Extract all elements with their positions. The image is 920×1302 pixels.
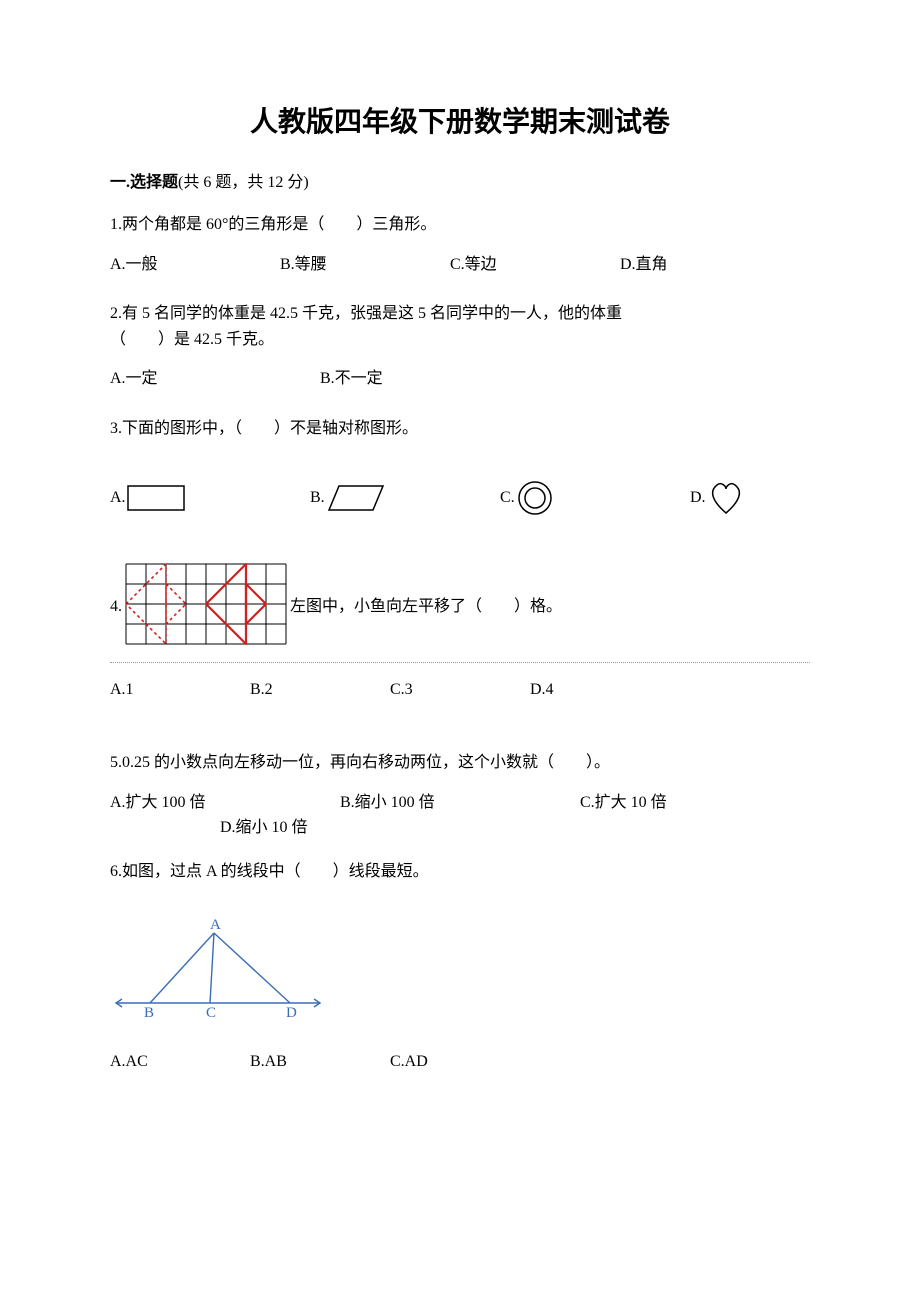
q6-option-b: B.AB (250, 1049, 390, 1075)
q6-text: 6.如图，过点 A 的线段中（ ）线段最短。 (110, 859, 810, 885)
q1-option-b: B.等腰 (280, 252, 450, 278)
q5-option-d: D.缩小 10 倍 (110, 815, 810, 841)
q3-b-label: B. (310, 485, 325, 511)
q6-label-a: A (210, 917, 221, 933)
concentric-circles-icon (515, 478, 555, 518)
parallelogram-icon (325, 483, 387, 513)
q6-label-c: C (206, 1005, 216, 1021)
question-3: 3.下面的图形中，（ ）不是轴对称图形。 A. B. C. (110, 416, 810, 518)
q1-options: A.一般 B.等腰 C.等边 D.直角 (110, 252, 810, 284)
q3-option-d: D. (690, 479, 746, 517)
q3-c-label: C. (500, 485, 515, 511)
q4-number: 4. (110, 594, 122, 648)
heart-icon (706, 479, 746, 517)
q1-option-d: D.直角 (620, 252, 790, 278)
page-title: 人教版四年级下册数学期末测试卷 (110, 100, 810, 140)
q5-option-a: A.扩大 100 倍 (110, 790, 340, 816)
q5-option-c: C.扩大 10 倍 (580, 790, 780, 816)
q3-a-label: A. (110, 485, 126, 511)
triangle-figure: A B C D (110, 917, 330, 1027)
q2-option-b: B.不一定 (320, 366, 490, 392)
q4-option-c: C.3 (390, 677, 530, 703)
q3-d-label: D. (690, 485, 706, 511)
q3-option-b: B. (310, 483, 500, 513)
section-label: 一.选择题 (110, 174, 178, 191)
q4-text: 左图中，小鱼向左平移了（ ）格。 (290, 594, 562, 648)
q5-text: 5.0.25 的小数点向左移动一位，再向右移动两位，这个小数就（ ）。 (110, 750, 810, 776)
q3-options: A. B. C. D. (110, 478, 810, 518)
q1-option-a: A.一般 (110, 252, 280, 278)
q4-option-b: B.2 (250, 677, 390, 703)
q3-option-a: A. (110, 484, 310, 512)
q2-line1: 2.有 5 名同学的体重是 42.5 千克，张强是这 5 名同学中的一人，他的体… (110, 301, 810, 327)
fish-grid-figure (122, 560, 290, 648)
q1-option-c: C.等边 (450, 252, 620, 278)
q5-options: A.扩大 100 倍 B.缩小 100 倍 C.扩大 10 倍 D.缩小 10 … (110, 790, 810, 841)
rectangle-icon (126, 484, 186, 512)
q5-option-b: B.缩小 100 倍 (340, 790, 580, 816)
question-2: 2.有 5 名同学的体重是 42.5 千克，张强是这 5 名同学中的一人，他的体… (110, 301, 810, 398)
q3-option-c: C. (500, 478, 690, 518)
q6-label-b: B (144, 1005, 154, 1021)
q6-label-d: D (286, 1005, 297, 1021)
q4-options: A.1 B.2 C.3 D.4 (110, 677, 810, 709)
question-6: 6.如图，过点 A 的线段中（ ）线段最短。 A B C D A.AC (110, 859, 810, 1080)
question-4: 4. (110, 560, 810, 709)
q1-text: 1.两个角都是 60°的三角形是（ ）三角形。 (110, 212, 810, 238)
q4-option-d: D.4 (530, 677, 670, 703)
q6-option-a: A.AC (110, 1049, 250, 1075)
question-5: 5.0.25 的小数点向左移动一位，再向右移动两位，这个小数就（ ）。 A.扩大… (110, 750, 810, 841)
q2-option-a: A.一定 (110, 366, 320, 392)
q2-options: A.一定 B.不一定 (110, 366, 810, 398)
q2-line2: （ ）是 42.5 千克。 (110, 327, 810, 353)
section-meta: (共 6 题，共 12 分) (178, 174, 309, 191)
q4-option-a: A.1 (110, 677, 250, 703)
q6-options: A.AC B.AB C.AD (110, 1049, 810, 1081)
section-header: 一.选择题(共 6 题，共 12 分) (110, 168, 810, 192)
q6-option-c: C.AD (390, 1049, 530, 1075)
divider (110, 662, 810, 663)
question-1: 1.两个角都是 60°的三角形是（ ）三角形。 A.一般 B.等腰 C.等边 D… (110, 212, 810, 283)
q3-text: 3.下面的图形中，（ ）不是轴对称图形。 (110, 416, 810, 442)
